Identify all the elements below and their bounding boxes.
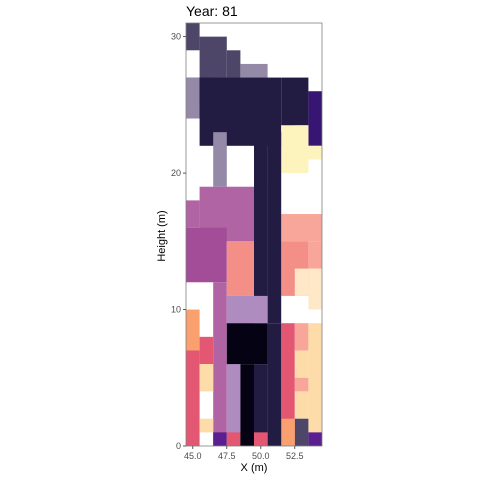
heatmap-cell bbox=[199, 364, 214, 392]
heatmap-cells bbox=[186, 23, 322, 446]
heatmap-cell bbox=[186, 23, 200, 51]
heatmap-cell bbox=[294, 323, 309, 351]
heatmap-cell bbox=[267, 132, 282, 324]
heatmap-cell bbox=[226, 50, 241, 78]
heatmap-cell bbox=[199, 77, 214, 119]
y-tick-label: 0 bbox=[176, 441, 181, 451]
heatmap-cell bbox=[254, 295, 268, 324]
x-tick-label: 50.0 bbox=[252, 451, 270, 461]
heatmap-cell bbox=[226, 241, 254, 296]
heatmap-cell bbox=[226, 323, 268, 365]
heatmap-cell bbox=[240, 364, 254, 446]
heatmap-cell bbox=[186, 200, 200, 228]
heatmap-cell bbox=[308, 268, 322, 310]
heatmap-cell bbox=[281, 418, 295, 446]
heatmap-cell bbox=[294, 418, 309, 446]
heatmap-cell bbox=[199, 418, 214, 433]
heatmap-cell bbox=[294, 377, 309, 392]
heatmap-cell bbox=[281, 214, 322, 242]
panel-border bbox=[185, 22, 323, 447]
heatmap-cell bbox=[308, 432, 322, 446]
heatmap-cell bbox=[294, 391, 309, 419]
heatmap-cell bbox=[308, 145, 322, 160]
heatmap-cell bbox=[226, 364, 241, 446]
heatmap-cell bbox=[213, 432, 227, 446]
heatmap-cell bbox=[254, 132, 268, 324]
y-axis-title: Height (m) bbox=[156, 210, 168, 261]
heatmap-cell bbox=[254, 432, 268, 446]
heatmap-cell bbox=[186, 309, 200, 351]
heatmap-cell bbox=[308, 350, 322, 433]
heatmap-cell bbox=[294, 350, 309, 378]
heatmap-cell bbox=[213, 132, 227, 187]
heatmap-cell bbox=[199, 336, 214, 365]
heatmap-cell bbox=[186, 77, 200, 119]
heatmap-cell bbox=[226, 432, 241, 446]
heatmap-cell bbox=[226, 295, 254, 324]
y-tick-label: 20 bbox=[171, 168, 181, 178]
heatmap-cell bbox=[199, 36, 227, 78]
y-tick-label: 10 bbox=[171, 305, 181, 315]
heatmap-cell bbox=[281, 323, 295, 446]
heatmap-cell bbox=[186, 350, 200, 446]
heatmap-cell bbox=[186, 227, 227, 283]
heatmap-cell bbox=[308, 323, 322, 351]
x-axis-ticks: 45.0 47.5 50.0 52.5 bbox=[184, 446, 304, 461]
x-tick-label: 45.0 bbox=[184, 451, 202, 461]
heatmap-cell bbox=[294, 268, 309, 296]
x-tick-label: 47.5 bbox=[218, 451, 236, 461]
x-axis-title: X (m) bbox=[241, 462, 268, 474]
heatmap-cell bbox=[281, 77, 309, 126]
y-axis-ticks: 0 10 20 30 bbox=[171, 32, 186, 451]
heatmap-cell bbox=[308, 241, 322, 269]
x-tick-label: 52.5 bbox=[286, 451, 304, 461]
heatmap-cell bbox=[213, 282, 227, 446]
heatmap-cell bbox=[254, 364, 268, 446]
heatmap-cell bbox=[308, 91, 322, 146]
heatmap-cell bbox=[281, 125, 309, 174]
heatmap-cell bbox=[267, 323, 282, 446]
y-tick-label: 30 bbox=[171, 32, 181, 42]
chart-title: Year: 81 bbox=[186, 3, 238, 19]
